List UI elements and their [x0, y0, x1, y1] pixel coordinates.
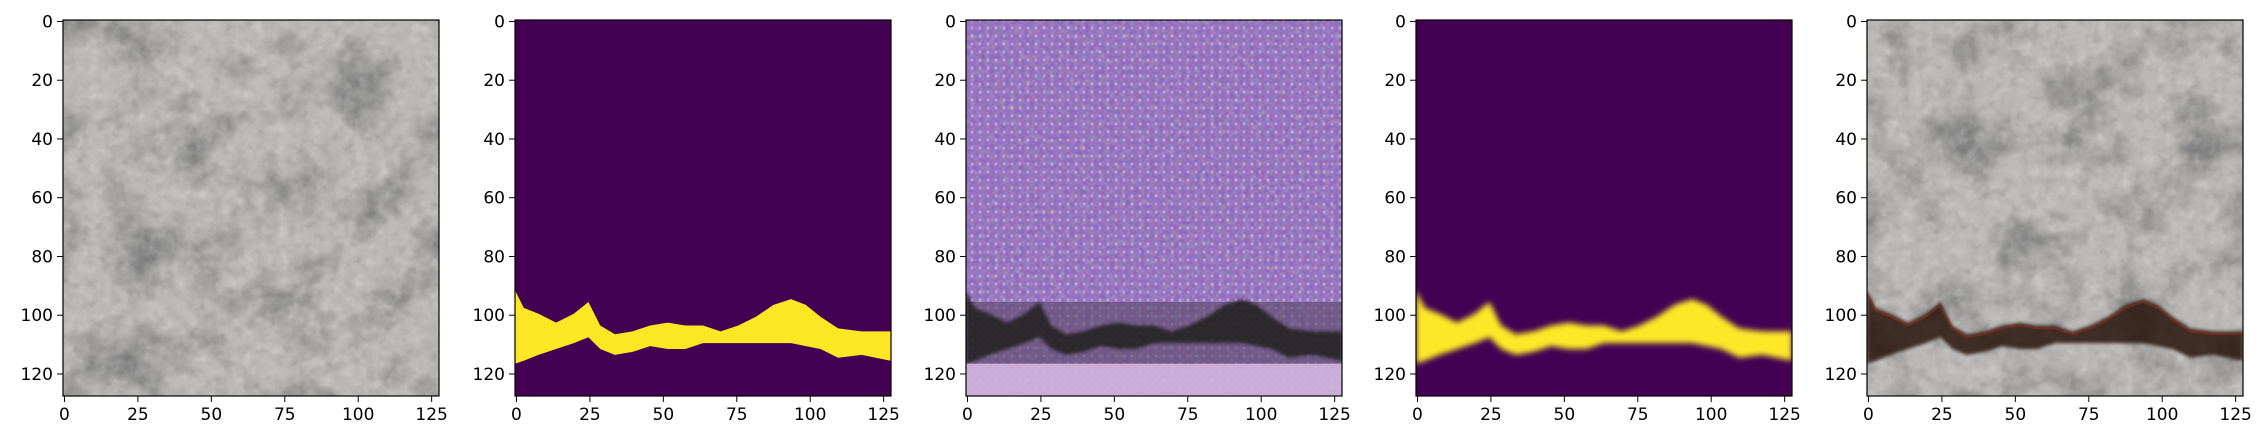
- y-tick-label: 0: [494, 12, 505, 32]
- panel-generated-purple-texture: 0 25 50 75 100 125 0 20 40 60 80 100 120: [924, 12, 1351, 425]
- bottom-artifact-strip: [966, 363, 1342, 396]
- y-tick-label: 80: [1384, 247, 1406, 267]
- panel-image: [1416, 20, 1792, 396]
- panel-image: [1867, 20, 2243, 396]
- x-tick-label: 50: [653, 405, 675, 425]
- x-tick-label: 100: [2146, 405, 2178, 425]
- y-tick-label: 120: [21, 365, 53, 385]
- y-tick-label: 80: [1835, 247, 1857, 267]
- y-tick-label: 120: [1374, 365, 1406, 385]
- crack-shape: [1416, 290, 1792, 364]
- y-tick-label: 40: [1384, 130, 1406, 150]
- x-tick-label: 75: [1627, 405, 1649, 425]
- crack-shape: [515, 290, 891, 364]
- x-tick-label: 0: [1412, 405, 1423, 425]
- x-tick-label: 125: [415, 405, 447, 425]
- y-tick-label: 0: [945, 12, 956, 32]
- panel-frame: [514, 19, 892, 397]
- crack-edge: [1867, 292, 2243, 339]
- panel-image: [966, 20, 1342, 396]
- panel-crack-mask: 0 25 50 75 100 125 0 20 40 60 80 100 120: [473, 12, 900, 425]
- y-tick-label: 100: [1374, 306, 1406, 326]
- y-tick-label: 60: [1384, 189, 1406, 209]
- y-tick-label: 40: [31, 130, 53, 150]
- panel-image: [515, 20, 891, 396]
- y-tick-label: 40: [934, 130, 956, 150]
- x-tick-label: 75: [1177, 405, 1199, 425]
- x-tick-label: 125: [867, 405, 899, 425]
- y-tick-label: 100: [473, 306, 505, 326]
- grain-noise: [63, 20, 439, 396]
- x-tick-label: 100: [1695, 405, 1727, 425]
- x-tick-label: 25: [1480, 405, 1502, 425]
- y-tick-label: 120: [1825, 365, 1857, 385]
- x-tick-label: 25: [127, 405, 149, 425]
- x-tick-label: 125: [1768, 405, 1800, 425]
- y-tick-label: 100: [21, 306, 53, 326]
- panel-frame: [62, 19, 440, 397]
- x-tick-label: 0: [962, 405, 973, 425]
- y-tick-label: 20: [934, 71, 956, 91]
- y-tick-label: 60: [483, 189, 505, 209]
- y-tick-label: 0: [42, 12, 53, 32]
- x-tick-label: 100: [1245, 405, 1277, 425]
- x-tick-label: 50: [201, 405, 223, 425]
- y-tick-label: 100: [1825, 306, 1857, 326]
- x-tick-label: 50: [1554, 405, 1576, 425]
- panel-frame: [1415, 19, 1793, 397]
- x-tick-label: 75: [726, 405, 748, 425]
- x-tick-label: 0: [511, 405, 522, 425]
- y-tick-label: 0: [1395, 12, 1406, 32]
- y-tick-label: 80: [31, 247, 53, 267]
- y-tick-label: 20: [1835, 71, 1857, 91]
- x-tick-label: 125: [1318, 405, 1350, 425]
- y-tick-label: 80: [483, 247, 505, 267]
- x-tick-label: 0: [59, 405, 70, 425]
- crack-shape: [966, 290, 1342, 364]
- y-tick-label: 120: [924, 365, 956, 385]
- y-tick-label: 100: [924, 306, 956, 326]
- panel-concrete-texture: 0 25 50 75 100 125 0 20 40 60 80 100 120: [21, 12, 448, 425]
- x-tick-label: 50: [1104, 405, 1126, 425]
- panel-frame: [1866, 19, 2244, 397]
- x-tick-label: 125: [2219, 405, 2251, 425]
- x-tick-label: 0: [1863, 405, 1874, 425]
- y-tick-label: 40: [1835, 130, 1857, 150]
- y-tick-label: 0: [1846, 12, 1857, 32]
- x-tick-label: 75: [2078, 405, 2100, 425]
- x-tick-label: 50: [2005, 405, 2027, 425]
- x-tick-label: 100: [342, 405, 374, 425]
- x-tick-label: 100: [794, 405, 826, 425]
- y-tick-label: 80: [934, 247, 956, 267]
- y-tick-label: 40: [483, 130, 505, 150]
- crack-shape: [1867, 290, 2243, 364]
- y-tick-label: 20: [31, 71, 53, 91]
- y-tick-label: 60: [31, 189, 53, 209]
- y-tick-label: 120: [473, 365, 505, 385]
- y-tick-label: 20: [483, 71, 505, 91]
- panel-blurred-crack-mask: 0 25 50 75 100 125 0 20 40 60 80 100 120: [1374, 12, 1801, 425]
- y-tick-label: 60: [1835, 189, 1857, 209]
- x-tick-label: 25: [579, 405, 601, 425]
- x-tick-label: 75: [274, 405, 296, 425]
- x-tick-label: 25: [1030, 405, 1052, 425]
- panel-frame: [965, 19, 1343, 397]
- y-tick-label: 60: [934, 189, 956, 209]
- panel-crack-overlay: 0 25 50 75 100 125 0 20 40 60 80 100 120: [1825, 12, 2252, 425]
- panel-image: [63, 20, 439, 396]
- x-tick-label: 25: [1931, 405, 1953, 425]
- y-tick-label: 20: [1384, 71, 1406, 91]
